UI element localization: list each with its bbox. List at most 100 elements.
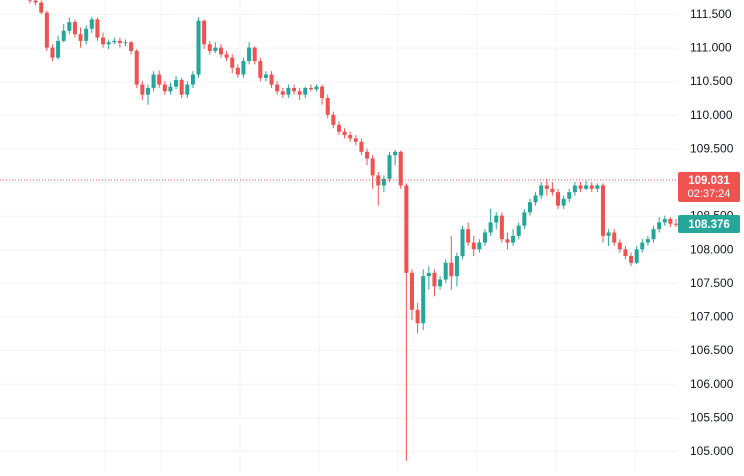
candle-down [505, 239, 510, 243]
candle-down [578, 185, 583, 189]
candle-up [314, 86, 319, 90]
candle-up [482, 232, 488, 243]
candle-up [393, 151, 398, 156]
candle-down [129, 42, 134, 51]
price-line-countdown: 02:37:24 [688, 188, 731, 200]
candle-up [387, 155, 392, 179]
candle-up [421, 276, 426, 324]
y-axis-tick-label: 109.500 [690, 141, 734, 155]
candle-up [584, 185, 589, 189]
candle-down [623, 249, 628, 257]
candle-down [432, 272, 437, 287]
candle-up [263, 74, 268, 78]
candle-down [258, 61, 263, 78]
candle-up [303, 87, 308, 95]
candle-down [471, 242, 476, 250]
candle-down [544, 185, 549, 189]
candle-up [438, 279, 443, 287]
candle-up [539, 185, 544, 196]
candle-up [522, 212, 527, 226]
candle-up [426, 272, 431, 277]
candle-up [572, 185, 577, 193]
candle-up [286, 87, 291, 95]
candle-up [454, 256, 459, 277]
candle-up [651, 229, 656, 240]
y-axis-tick-label: 106.000 [690, 377, 734, 391]
candle-up [67, 22, 72, 31]
y-axis-tick-label: 107.000 [690, 310, 734, 324]
y-axis-tick-label: 111.500 [690, 7, 732, 21]
candle-down [308, 87, 313, 90]
price-line-badge [678, 171, 740, 202]
candle-down [27, 0, 33, 1]
y-axis-tick-label: 111.000 [690, 41, 732, 55]
candle-up [567, 192, 572, 199]
candle-up [174, 79, 179, 87]
candle-down [134, 50, 139, 85]
candle-down [556, 192, 561, 206]
candle-down [365, 151, 370, 159]
candle-up [247, 47, 252, 62]
y-axis-tick-label: 110.000 [690, 108, 733, 122]
candle-up [112, 40, 117, 43]
candle-down [673, 223, 679, 225]
candle-down [224, 54, 229, 58]
candle-up [662, 219, 667, 223]
candle-up [151, 74, 156, 88]
candle-up [196, 20, 201, 75]
candle-down [291, 87, 297, 92]
y-axis-tick-label: 105.000 [690, 444, 734, 458]
candle-down [409, 272, 415, 310]
candle-down [235, 67, 240, 75]
candle-down [33, 0, 38, 3]
candle-down [162, 84, 167, 92]
candle-down [499, 215, 504, 240]
candle-down [348, 135, 353, 139]
candle-down [179, 79, 184, 95]
last-price-value: 108.376 [688, 219, 730, 231]
candle-down [95, 19, 100, 38]
candle-down [342, 131, 347, 136]
candle-down [398, 151, 403, 186]
candle-up [511, 235, 516, 243]
y-axis-tick-label: 110.500 [690, 74, 733, 88]
candle-down [275, 84, 280, 92]
candle-down [325, 98, 330, 115]
candle-down [78, 34, 83, 41]
candle-down [218, 47, 224, 55]
candle-down [269, 74, 274, 85]
candle-down [320, 86, 325, 99]
candle-down [101, 37, 106, 45]
candle-up [634, 249, 639, 263]
candle-up [241, 61, 246, 75]
candle-down [589, 185, 594, 189]
candle-down [44, 12, 49, 48]
candle-up [657, 222, 662, 230]
candle-down [140, 84, 145, 95]
candle-down [612, 232, 617, 243]
candle-up [595, 185, 600, 189]
candle-down [449, 262, 454, 277]
candle-up [561, 198, 566, 206]
candle-up [145, 87, 150, 95]
candle-up [527, 202, 532, 213]
candle-down [600, 185, 605, 236]
candle-down [207, 44, 212, 51]
candle-up [477, 242, 482, 250]
candle-down [617, 242, 622, 250]
candle-down [117, 40, 122, 43]
candle-down [331, 114, 336, 125]
candle-up [533, 195, 538, 203]
candle-down [230, 57, 235, 68]
last-price-badge [678, 215, 740, 234]
candle-down [72, 22, 77, 35]
candle-up [494, 215, 499, 223]
candle-down [668, 219, 673, 224]
candle-down [157, 74, 162, 85]
candle-up [56, 40, 61, 58]
y-axis-tick-label: 108.000 [690, 242, 734, 256]
candle-up [123, 42, 128, 44]
price-line-value: 109.031 [688, 175, 730, 187]
